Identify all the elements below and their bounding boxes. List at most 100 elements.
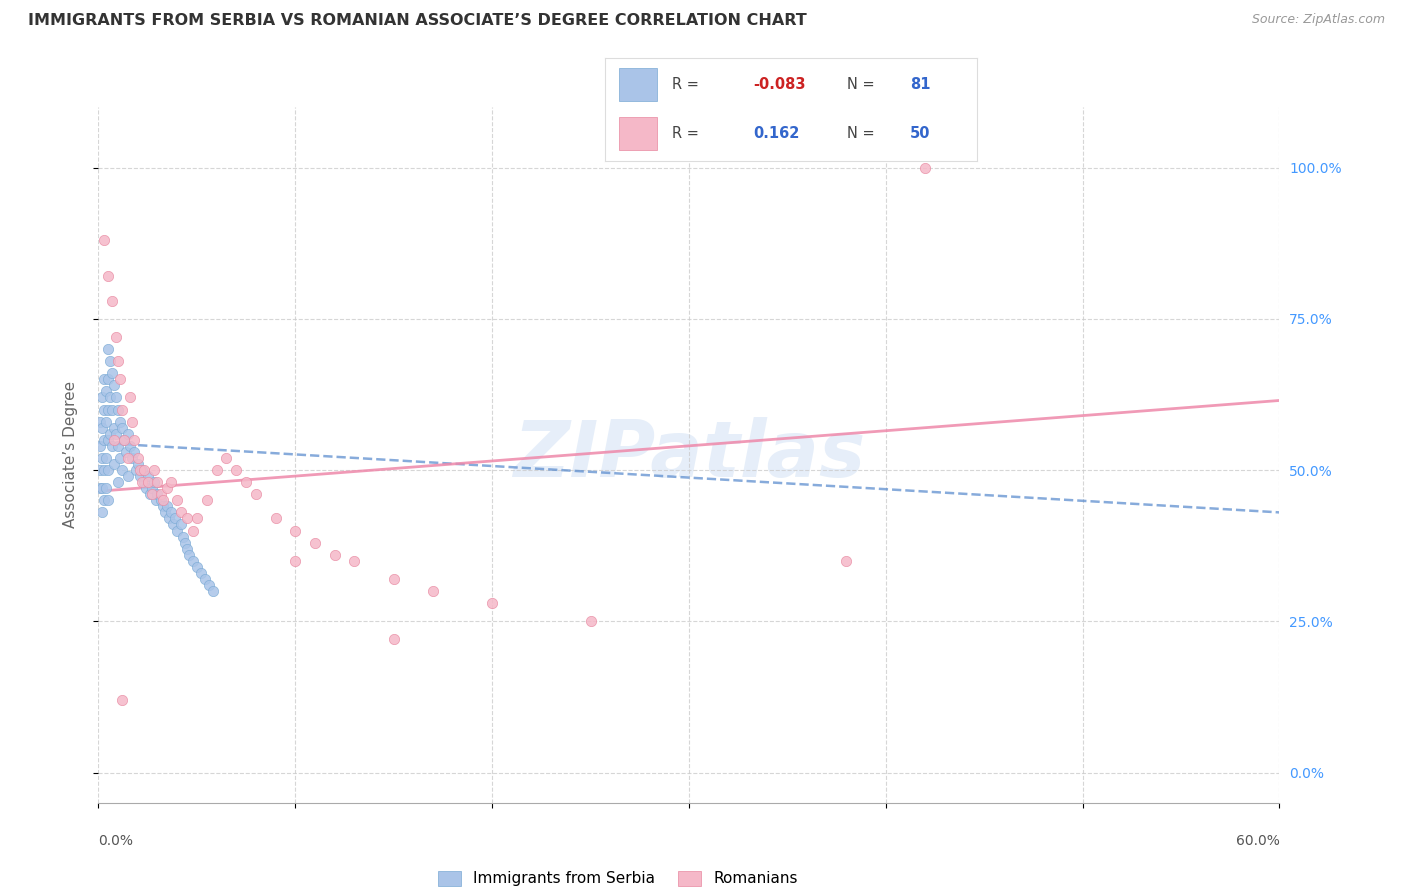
Point	[914, 161, 936, 175]
Point	[186, 511, 208, 525]
Point	[127, 450, 149, 465]
Point	[170, 505, 193, 519]
Point	[111, 420, 134, 434]
Point	[835, 554, 858, 568]
Point	[97, 493, 120, 508]
Point	[146, 475, 169, 490]
Point	[103, 420, 125, 434]
Point	[96, 415, 118, 429]
Point	[107, 402, 129, 417]
Point	[97, 463, 120, 477]
Point	[108, 415, 131, 429]
Point	[97, 433, 120, 447]
Point	[97, 402, 120, 417]
Point	[91, 505, 114, 519]
Point	[112, 433, 135, 447]
Text: R =: R =	[672, 126, 707, 141]
Text: N =: N =	[846, 126, 879, 141]
Point	[107, 439, 129, 453]
Point	[174, 535, 197, 549]
Y-axis label: Associate’s Degree: Associate’s Degree	[63, 382, 77, 528]
Point	[93, 493, 115, 508]
Point	[105, 426, 128, 441]
Point	[166, 524, 188, 538]
Point	[382, 572, 405, 586]
Point	[101, 439, 124, 453]
Point	[111, 402, 134, 417]
Point	[132, 463, 155, 477]
Point	[89, 415, 111, 429]
Point	[172, 530, 194, 544]
Point	[93, 233, 115, 247]
Point	[103, 378, 125, 392]
Point	[107, 475, 129, 490]
Point	[197, 578, 219, 592]
Text: R =: R =	[672, 77, 703, 92]
Point	[89, 481, 111, 495]
Text: N =: N =	[846, 77, 879, 92]
Point	[146, 487, 169, 501]
Point	[101, 402, 124, 417]
Point	[141, 487, 163, 501]
Point	[579, 615, 602, 629]
Point	[107, 354, 129, 368]
Text: Source: ZipAtlas.com: Source: ZipAtlas.com	[1251, 13, 1385, 27]
Text: 50: 50	[910, 126, 931, 141]
Point	[97, 342, 120, 356]
Point	[98, 354, 121, 368]
Point	[121, 415, 143, 429]
Point	[166, 493, 188, 508]
Point	[115, 445, 138, 459]
Text: IMMIGRANTS FROM SERBIA VS ROMANIAN ASSOCIATE’S DEGREE CORRELATION CHART: IMMIGRANTS FROM SERBIA VS ROMANIAN ASSOC…	[28, 13, 807, 29]
Point	[93, 402, 115, 417]
Text: 60.0%: 60.0%	[1236, 834, 1279, 848]
Point	[89, 439, 111, 453]
Point	[91, 450, 114, 465]
Point	[103, 433, 125, 447]
Point	[96, 450, 118, 465]
Point	[157, 511, 180, 525]
Point	[93, 372, 115, 386]
Point	[101, 366, 124, 380]
Point	[118, 439, 141, 453]
Point	[125, 463, 148, 477]
Point	[128, 469, 150, 483]
Point	[101, 293, 124, 308]
Point	[225, 463, 247, 477]
Point	[205, 463, 228, 477]
FancyBboxPatch shape	[620, 69, 657, 101]
Point	[201, 584, 224, 599]
Point	[264, 511, 287, 525]
Point	[481, 596, 503, 610]
Point	[96, 384, 118, 399]
Point	[235, 475, 257, 490]
Text: 81: 81	[910, 77, 931, 92]
Point	[118, 391, 141, 405]
Point	[136, 469, 159, 483]
Point	[96, 481, 118, 495]
Point	[122, 433, 145, 447]
Text: 0.162: 0.162	[754, 126, 800, 141]
Point	[93, 463, 115, 477]
Point	[91, 481, 114, 495]
Point	[165, 511, 187, 525]
Point	[152, 500, 174, 514]
Point	[108, 372, 131, 386]
Point	[215, 450, 238, 465]
Point	[422, 584, 444, 599]
Point	[112, 433, 135, 447]
Point	[135, 481, 157, 495]
Point	[131, 475, 153, 490]
Point	[131, 463, 153, 477]
Point	[91, 420, 114, 434]
Point	[136, 475, 159, 490]
Point	[156, 481, 179, 495]
Point	[111, 693, 134, 707]
Point	[150, 493, 173, 508]
Point	[98, 391, 121, 405]
Point	[176, 541, 198, 556]
Point	[181, 524, 204, 538]
Point	[97, 372, 120, 386]
Point	[323, 548, 346, 562]
Point	[190, 566, 212, 580]
